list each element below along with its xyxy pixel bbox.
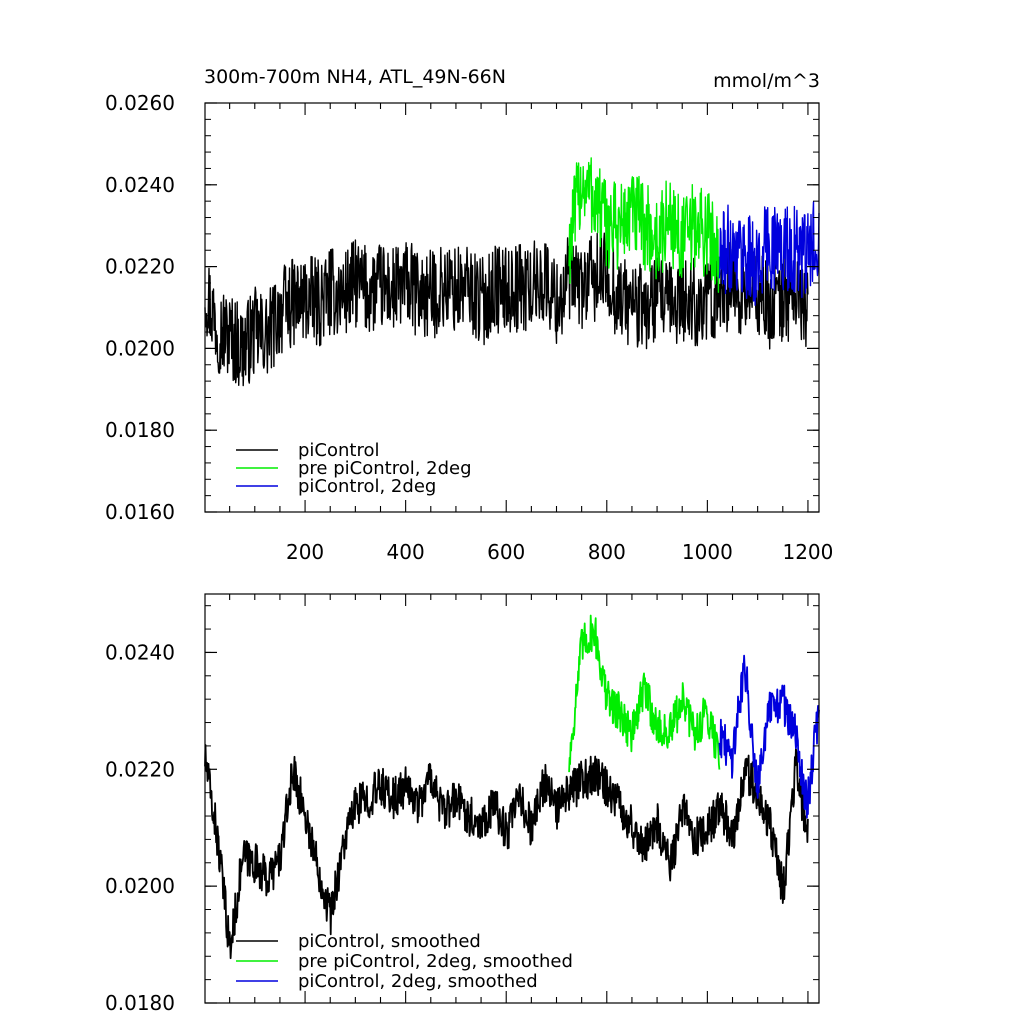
bottom-plot-legend-label: pre piControl, 2deg, smoothed — [298, 951, 573, 972]
top-plot-y-tick-label: 0.0180 — [105, 418, 175, 442]
top-plot-x-tick-label: 600 — [487, 540, 525, 564]
top-plot-x-tick-label: 400 — [387, 540, 425, 564]
top-plot-frame — [204, 102, 820, 513]
bottom-plot-series-2-line — [568, 614, 721, 773]
top-plot-series-2-line — [568, 157, 721, 293]
top-plot-x-tick-label: 800 — [588, 540, 626, 564]
bottom-plot-series-layer — [204, 614, 820, 960]
top-plot-panel: 0.0160 0.0180 0.0200 0.0220 0.0240 0.0260 200 4… — [105, 91, 833, 564]
top-plot-y-tick-label: 0.0200 — [105, 336, 175, 360]
bottom-plot-y-tick-label: 0.0240 — [105, 640, 175, 664]
bottom-plot-frame — [204, 593, 820, 1004]
top-plot-y-tick-label: 0.0160 — [105, 500, 175, 524]
top-plot-series-layer — [204, 157, 820, 387]
top-plot-x-tick-label: 200 — [286, 540, 324, 564]
top-plot-series-3-line — [718, 201, 820, 306]
plot-title: 300m-700m NH4, ATL_49N-66N — [204, 66, 506, 88]
top-plot-legend-label: piControl — [298, 440, 380, 461]
bottom-plot-series-3-line — [718, 654, 820, 819]
top-plot-legend-label: pre piControl, 2deg — [298, 458, 472, 479]
units-label: mmol/m^3 — [713, 70, 820, 92]
bottom-plot-legend-label: piControl, 2deg, smoothed — [298, 971, 538, 992]
top-plot-legend-label: piControl, 2deg — [298, 476, 436, 497]
top-plot-y-tick-label: 0.0220 — [105, 255, 175, 279]
bottom-plot-y-tick-label: 0.0180 — [105, 991, 175, 1015]
top-plot-axes: 0.0160 0.0180 0.0200 0.0220 0.0240 0.0260 200 4… — [105, 91, 833, 564]
top-plot-x-tick-label: 1000 — [682, 540, 733, 564]
bottom-plot-y-tick-label: 0.0200 — [105, 874, 175, 898]
bottom-plot-axes: 0.0180 0.0200 0.0220 0.0240 — [105, 593, 820, 1015]
bottom-plot-series-1-line — [204, 744, 809, 960]
top-plot-y-tick-label: 0.0260 — [105, 91, 175, 115]
top-plot-x-tick-label: 1200 — [782, 540, 833, 564]
top-plot-y-tick-label: 0.0240 — [105, 173, 175, 197]
bottom-plot-y-tick-label: 0.0220 — [105, 757, 175, 781]
bottom-plot-panel: 0.0180 0.0200 0.0220 0.0240 piControl, smoo… — [105, 593, 820, 1015]
bottom-plot-legend-label: piControl, smoothed — [298, 931, 481, 952]
